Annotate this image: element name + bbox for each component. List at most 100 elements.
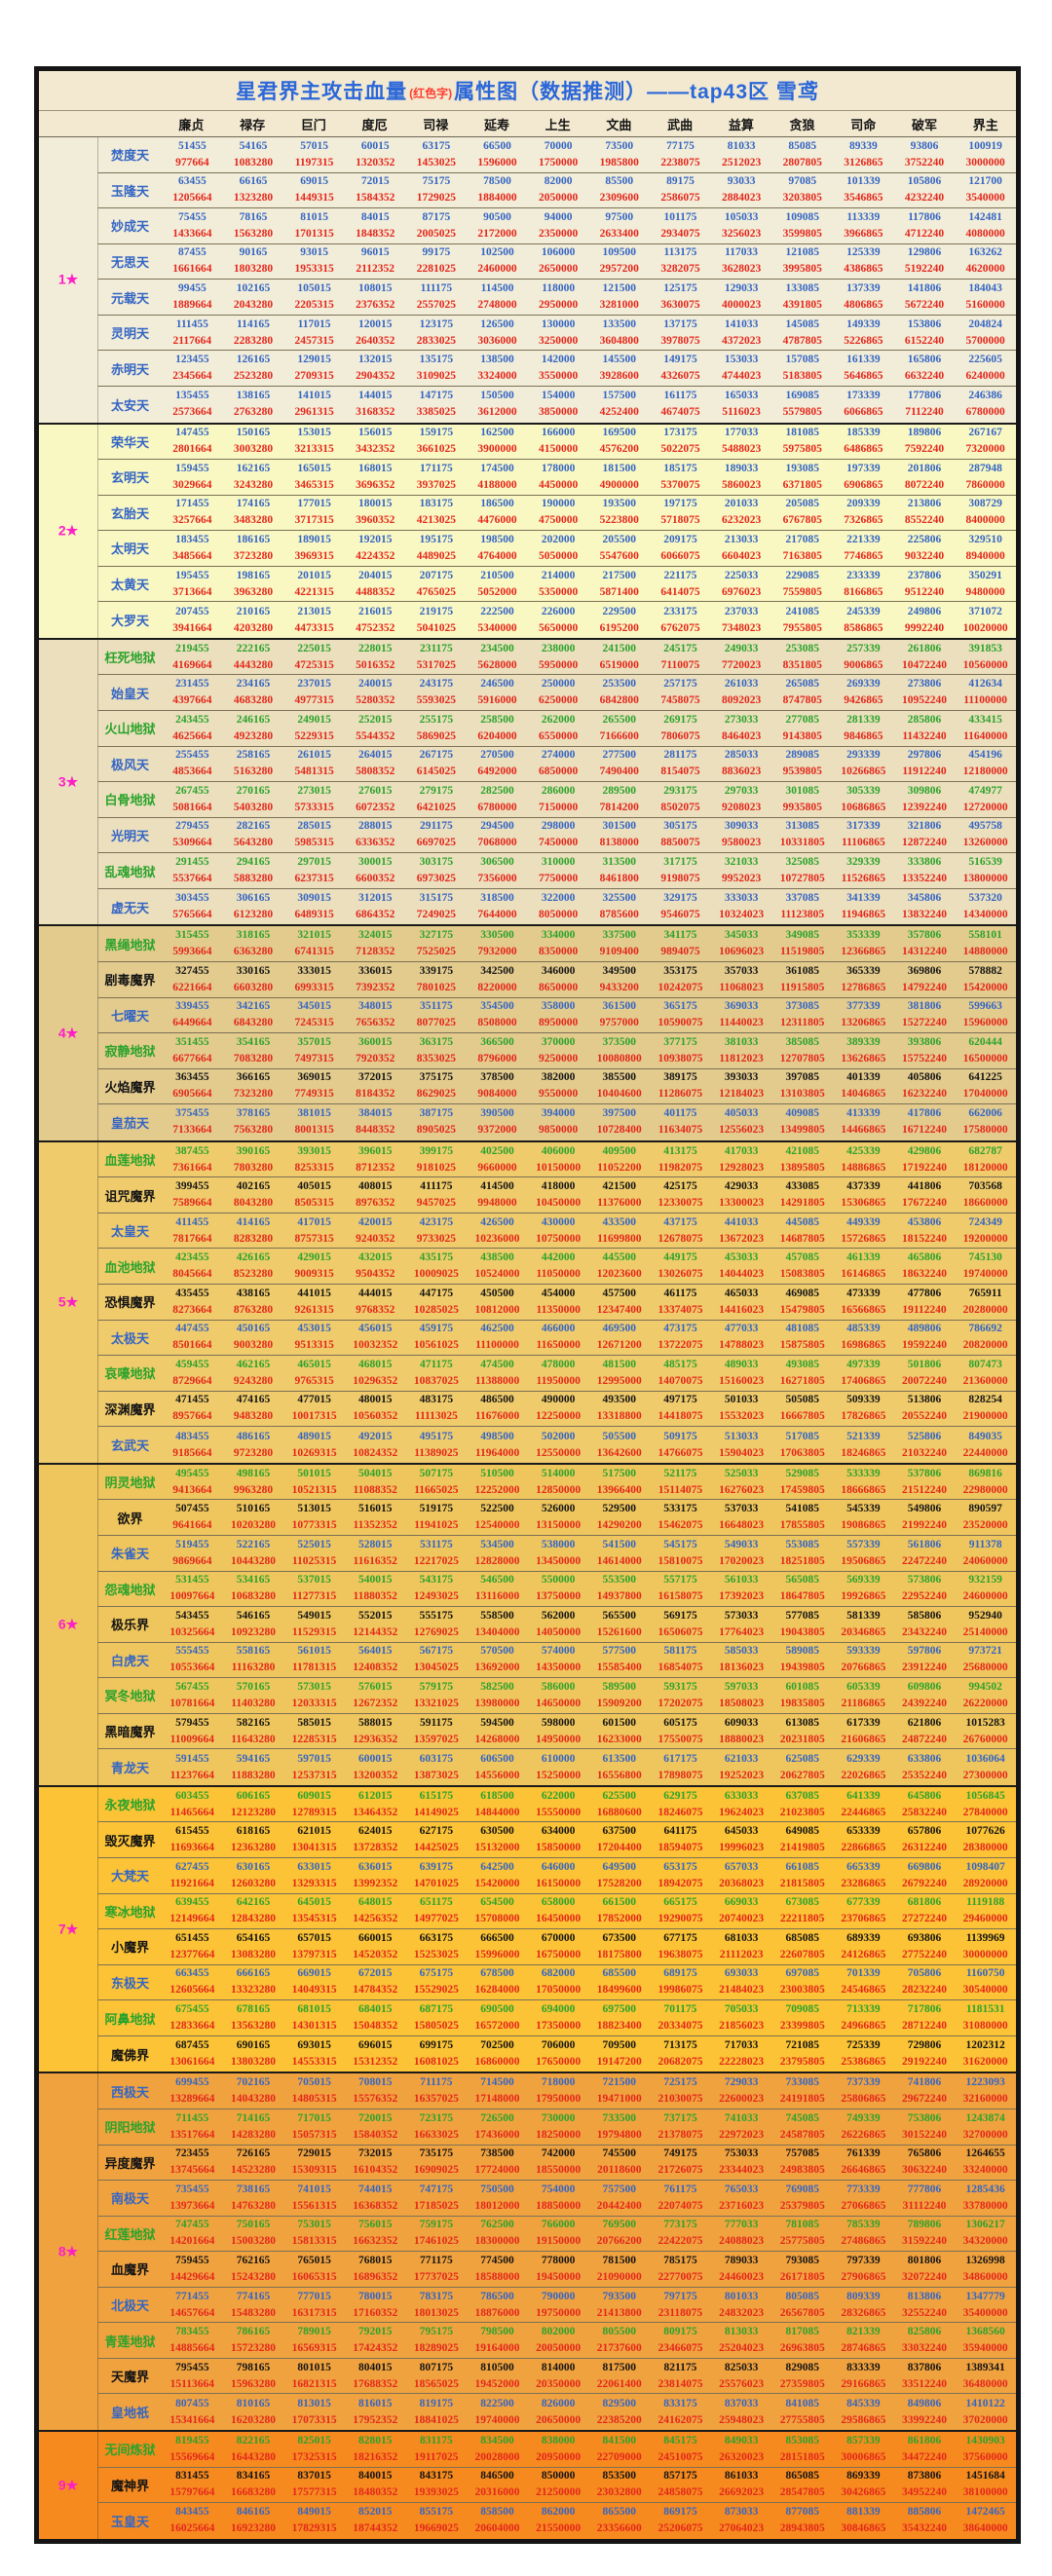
attack-value: 545175 [663, 1538, 697, 1550]
hp-value: 15752240 [902, 1052, 947, 1064]
hp-value: 12995000 [596, 1374, 642, 1387]
attack-value: 837033 [724, 2397, 759, 2409]
hp-value: 10781664 [169, 1697, 215, 1709]
attack-value: 678500 [480, 1967, 514, 1980]
stat-cell: 421085 13895805 [771, 1142, 833, 1177]
hp-value: 15312352 [353, 2056, 398, 2069]
attack-value: 349085 [785, 929, 819, 942]
hp-value: 25140000 [962, 1625, 1008, 1638]
hp-value: 13966400 [596, 1483, 642, 1496]
stat-cell: 221339 7746865 [833, 531, 894, 566]
table-row: 阴灵地狱 495455 9413664 498165 9963280 501015 1052… [39, 1464, 1016, 1501]
attack-value: 809339 [846, 2290, 881, 2302]
stat-cell: 603455 11465664 [162, 1787, 223, 1822]
hp-value: 13992352 [353, 1877, 398, 1889]
hp-value: 28712240 [902, 2020, 947, 2033]
hp-value: 3036000 [477, 334, 517, 347]
page-title: 星君界主攻击血量 [236, 81, 408, 103]
row-body: 青龙天 591455 11237664 594165 11883280 597015 125… [97, 1749, 1016, 1785]
hp-value: 9733025 [416, 1232, 456, 1245]
hp-value: 18013025 [413, 2306, 459, 2319]
stat-cell: 729015 15309315 [283, 2146, 345, 2181]
stat-cell: 633033 19624023 [711, 1787, 772, 1822]
stat-cell: 84015 1848352 [345, 208, 406, 243]
hp-value: 14885664 [169, 2342, 215, 2355]
stat-cell: 157500 4252400 [588, 387, 650, 423]
attack-value: 498165 [236, 1467, 271, 1479]
stat-cell: 645015 13545315 [283, 1894, 345, 1929]
stat-cell: 861033 26692023 [711, 2468, 772, 2503]
stat-cell: 773175 22422075 [650, 2217, 711, 2252]
attack-value: 210500 [480, 569, 514, 581]
stat-cell: 507455 9641664 [162, 1500, 223, 1535]
attack-value: 435175 [419, 1251, 454, 1264]
stat-cell: 498500 11964000 [467, 1427, 528, 1463]
attack-value: 237806 [907, 569, 942, 581]
stat-cell: 101339 3546865 [833, 173, 894, 208]
attack-value: 753033 [724, 2147, 759, 2160]
hp-value: 8351805 [782, 658, 822, 671]
attack-value: 426165 [236, 1251, 271, 1264]
attack-value: 661085 [785, 1860, 819, 1873]
hp-value: 12828000 [474, 1554, 520, 1567]
attack-value: 531455 [175, 1574, 209, 1587]
hp-value: 3752240 [904, 156, 945, 168]
stat-cell: 289500 7814200 [588, 782, 650, 817]
stat-cell: 322000 8050000 [528, 889, 589, 925]
hp-value: 29166865 [841, 2377, 886, 2390]
attack-value: 213033 [724, 533, 759, 545]
attack-value: 51455 [177, 139, 207, 152]
hp-value: 6906865 [844, 478, 883, 491]
hp-value: 27486865 [841, 2235, 886, 2248]
attack-value: 805085 [785, 2290, 819, 2302]
hp-value: 9935805 [782, 801, 822, 813]
stat-cell: 261033 8092023 [711, 675, 772, 710]
attack-value: 108015 [357, 282, 393, 295]
hp-value: 17350000 [536, 2020, 582, 2033]
attack-value: 445500 [602, 1251, 637, 1264]
attack-value: 603175 [419, 1752, 454, 1765]
hp-value: 8502075 [660, 801, 700, 813]
stat-cell: 490000 12250000 [528, 1392, 589, 1427]
attack-value: 549033 [724, 1538, 759, 1550]
column-header-5: 司禄 [423, 117, 449, 132]
attack-value: 762500 [480, 2219, 514, 2231]
attack-value: 853085 [785, 2434, 819, 2446]
attack-value: 75455 [177, 210, 207, 223]
attack-value: 846500 [480, 2470, 514, 2483]
attack-value: 693033 [724, 1967, 759, 1980]
hp-value: 4221315 [294, 585, 334, 598]
stat-cell: 81015 1701315 [283, 208, 345, 243]
attack-value: 721085 [785, 2039, 819, 2052]
stat-cell: 726165 14523280 [223, 2146, 284, 2181]
hp-value: 3630075 [660, 299, 700, 312]
attack-value: 318500 [480, 892, 514, 905]
attack-value: 756015 [357, 2219, 393, 2231]
stat-cell: 555455 10553664 [162, 1643, 223, 1678]
attack-value: 593175 [663, 1680, 697, 1693]
attack-value: 315455 [175, 929, 209, 942]
hp-value: 2748000 [477, 299, 517, 312]
attack-value: 75175 [422, 175, 451, 188]
hp-value: 4443280 [233, 658, 274, 671]
stat-cell: 558500 13404000 [467, 1607, 528, 1642]
attack-value: 550000 [541, 1574, 576, 1587]
stat-cell: 441015 9261315 [283, 1285, 345, 1320]
stat-cell: 578882 15420000 [955, 962, 1016, 997]
attack-value: 183175 [419, 498, 454, 510]
stat-cell: 202000 5050000 [528, 531, 589, 566]
hp-value: 33240000 [962, 2164, 1008, 2177]
attack-value: 174500 [480, 462, 514, 474]
attack-value: 391853 [968, 642, 1002, 654]
stat-cell: 673500 18175800 [588, 1929, 650, 1964]
hp-value: 24600000 [962, 1590, 1008, 1603]
attack-value: 149175 [663, 354, 697, 366]
stat-cell: 109085 3599805 [771, 208, 833, 243]
stat-cell: 390500 9372000 [467, 1104, 528, 1140]
row-body: 天魔界 795455 15113664 798165 15963280 801015 168… [97, 2358, 1016, 2395]
stat-cell: 750500 18012000 [467, 2181, 528, 2216]
hp-value: 11100000 [963, 694, 1008, 707]
hp-value: 9433200 [599, 981, 639, 993]
hp-value: 26312240 [902, 1842, 947, 1854]
hp-value: 977664 [175, 156, 209, 168]
